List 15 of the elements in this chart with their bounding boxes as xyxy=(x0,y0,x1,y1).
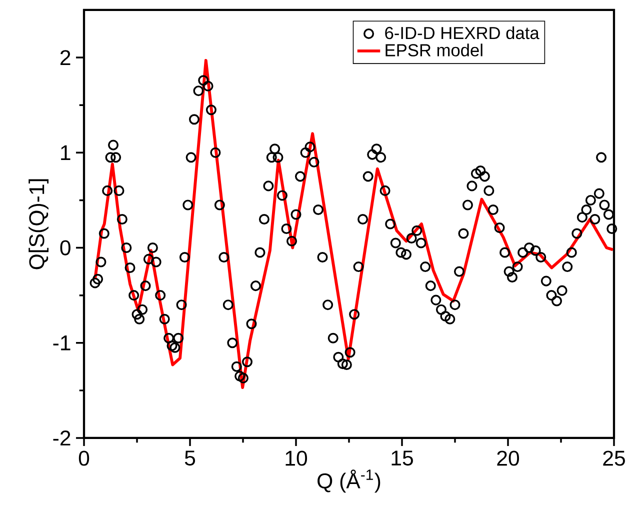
x-axis-title: Q (Å$^{-1}$) xyxy=(318,470,380,493)
y-axis-title: Q[S(Q)-1] xyxy=(28,179,49,270)
y-tick-label: -2 xyxy=(53,430,70,446)
x-tick-label: 5 xyxy=(184,450,196,466)
legend-label: EPSR model xyxy=(386,44,482,56)
x-tick-label: 25 xyxy=(603,450,625,466)
y-tick-label: -1 xyxy=(53,336,70,350)
x-tick-label: 15 xyxy=(392,450,413,466)
x-tick-label: 10 xyxy=(286,450,308,466)
y-tick-label: 1 xyxy=(61,145,70,160)
y-tick-label: 2 xyxy=(60,50,70,65)
x-tick-label: 0 xyxy=(78,450,90,466)
legend-label: 6-ID-D HEXRD data xyxy=(385,26,540,40)
y-tick-label: 0 xyxy=(60,240,70,256)
x-tick-label: 20 xyxy=(497,450,520,466)
